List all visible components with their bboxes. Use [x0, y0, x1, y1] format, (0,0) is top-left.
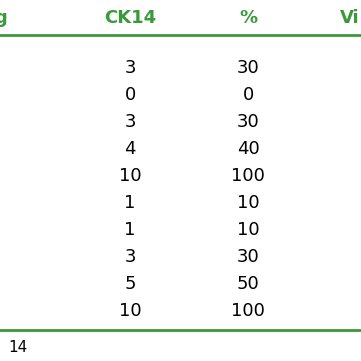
Text: 40: 40 [236, 140, 259, 158]
Text: 1: 1 [124, 221, 136, 239]
Text: 30: 30 [236, 59, 259, 77]
Text: 10: 10 [237, 221, 259, 239]
Text: 10: 10 [237, 194, 259, 212]
Text: 3: 3 [124, 113, 136, 131]
Text: 5: 5 [124, 275, 136, 293]
Text: %: % [239, 9, 257, 27]
Text: 100: 100 [231, 302, 265, 320]
Text: Vi: Vi [340, 9, 360, 27]
Text: 3: 3 [124, 248, 136, 266]
Text: 10: 10 [119, 167, 141, 185]
Text: 30: 30 [236, 248, 259, 266]
Text: 10: 10 [119, 302, 141, 320]
Text: 50: 50 [236, 275, 259, 293]
Text: 0: 0 [242, 86, 254, 104]
Text: 0: 0 [125, 86, 136, 104]
Text: 100: 100 [231, 167, 265, 185]
Text: 3: 3 [124, 59, 136, 77]
Text: CK14: CK14 [104, 9, 156, 27]
Text: 1: 1 [124, 194, 136, 212]
Text: 4: 4 [124, 140, 136, 158]
Text: 30: 30 [236, 113, 259, 131]
Text: ling: ling [0, 9, 8, 27]
Text: 14: 14 [8, 340, 27, 356]
